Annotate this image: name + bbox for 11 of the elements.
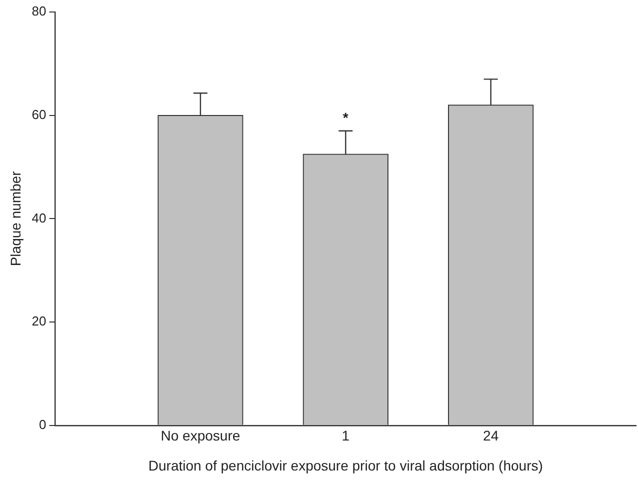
- y-tick-label: 60: [32, 106, 46, 122]
- x-tick-label: 1: [342, 428, 350, 444]
- y-tick-label: 40: [32, 210, 46, 226]
- y-axis-title: Plaque number: [7, 170, 24, 266]
- annotation: *: [342, 110, 349, 126]
- x-tick-label: 24: [483, 428, 499, 444]
- x-tick-label: No exposure: [160, 428, 240, 444]
- y-tick-label: 80: [32, 4, 46, 19]
- y-tick-label: 20: [32, 314, 46, 329]
- x-axis-title: Duration of penciclovir exposure prior to viral adsorption (hours): [148, 457, 543, 474]
- y-tick-label: 0: [39, 416, 46, 432]
